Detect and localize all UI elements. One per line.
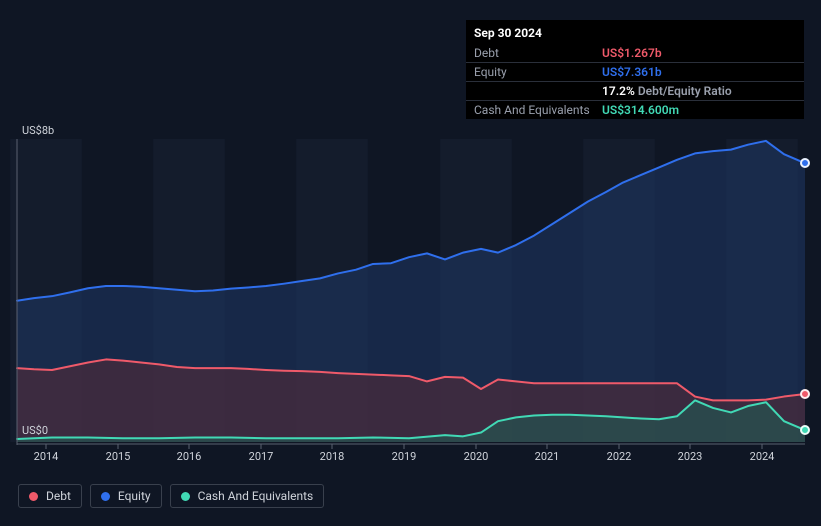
x-axis-year-label: 2019 [392, 450, 417, 463]
chart-legend: Debt Equity Cash And Equivalents [18, 484, 324, 508]
tooltip-row-label [474, 84, 602, 98]
tooltip-row: DebtUS$1.267b [466, 44, 804, 63]
tooltip-date: Sep 30 2024 [466, 24, 804, 44]
legend-swatch-icon [181, 492, 190, 501]
x-axis-year-label: 2024 [750, 450, 775, 463]
x-axis-year-label: 2018 [320, 450, 345, 463]
legend-label: Debt [46, 489, 71, 503]
x-axis-year-label: 2014 [34, 450, 59, 463]
y-axis-min-label: US$0 [22, 424, 48, 437]
legend-item-cash-and-equivalents[interactable]: Cash And Equivalents [170, 484, 325, 508]
cash-end-marker [800, 425, 810, 435]
x-axis-year-label: 2020 [464, 450, 489, 463]
tooltip-row-label: Debt [474, 46, 602, 60]
tooltip-row: 17.2% Debt/Equity Ratio [466, 82, 804, 101]
debt-end-marker [800, 389, 810, 399]
legend-item-equity[interactable]: Equity [90, 484, 162, 508]
x-axis-year-label: 2015 [106, 450, 131, 463]
x-axis-year-label: 2021 [535, 450, 560, 463]
x-axis-year-label: 2022 [607, 450, 632, 463]
tooltip-row-label: Equity [474, 65, 602, 79]
tooltip-row: EquityUS$7.361b [466, 63, 804, 82]
y-axis-max-label: US$8b [22, 124, 54, 137]
legend-label: Equity [118, 489, 151, 503]
legend-swatch-icon [101, 492, 110, 501]
legend-item-debt[interactable]: Debt [18, 484, 82, 508]
tooltip-row-label: Cash And Equivalents [474, 103, 602, 117]
equity-end-marker [800, 158, 810, 168]
tooltip-row-value: US$1.267b [602, 46, 662, 60]
legend-label: Cash And Equivalents [198, 489, 314, 503]
x-axis-year-label: 2023 [678, 450, 703, 463]
data-tooltip: Sep 30 2024 DebtUS$1.267bEquityUS$7.361b… [466, 20, 804, 119]
x-axis-year-label: 2016 [177, 450, 202, 463]
legend-swatch-icon [29, 492, 38, 501]
tooltip-row: Cash And EquivalentsUS$314.600m [466, 101, 804, 119]
tooltip-row-value: 17.2% Debt/Equity Ratio [602, 84, 732, 98]
chart-root: US$8b US$0 2014 2015 2016 2017 2018 2019 2020 2… [0, 0, 821, 526]
tooltip-row-value: US$314.600m [602, 103, 679, 117]
tooltip-row-value: US$7.361b [602, 65, 662, 79]
x-axis-year-label: 2017 [249, 450, 274, 463]
